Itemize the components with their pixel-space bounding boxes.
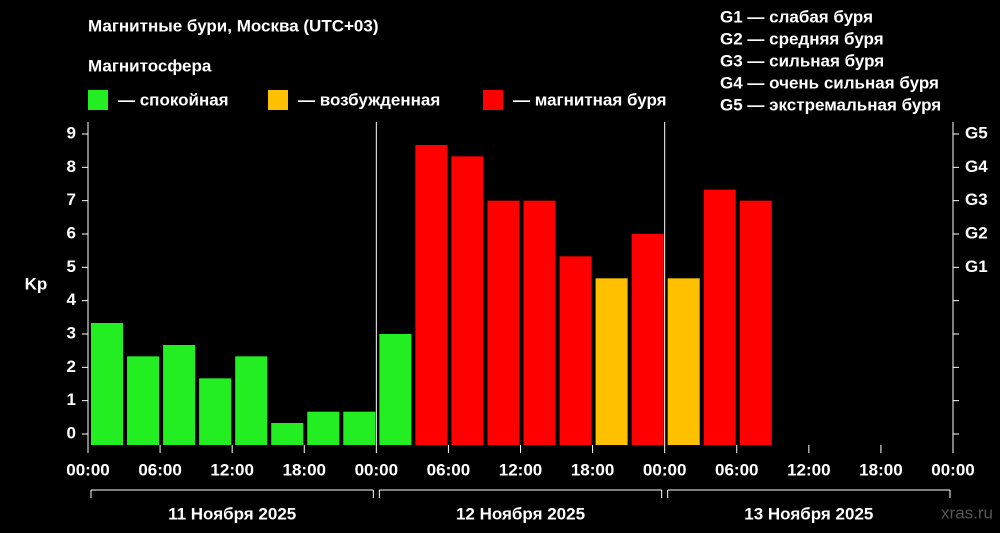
x-tick-label: 12:00 xyxy=(210,460,253,479)
legend-label: — спокойная xyxy=(118,90,229,109)
day-label: 12 Ноября 2025 xyxy=(456,504,585,523)
x-tick-label: 06:00 xyxy=(427,460,470,479)
y-tick-label: 3 xyxy=(67,323,76,342)
bar xyxy=(415,145,448,445)
x-tick-label: 18:00 xyxy=(859,460,902,479)
legend-label: — возбужденная xyxy=(298,90,440,109)
bar xyxy=(595,278,628,445)
bar xyxy=(163,345,196,445)
day-label: 11 Ноября 2025 xyxy=(168,504,296,523)
x-tick-label: 00:00 xyxy=(355,460,398,479)
y2-tick-label: G2 xyxy=(965,223,988,242)
bar xyxy=(91,323,124,445)
x-tick-label: 18:00 xyxy=(571,460,614,479)
bar xyxy=(199,378,232,445)
y-tick-label: 9 xyxy=(67,123,76,142)
y-tick-label: 5 xyxy=(67,257,76,276)
bar xyxy=(235,356,268,445)
bar xyxy=(379,334,412,445)
legend-swatch xyxy=(483,90,503,110)
y2-tick-label: G1 xyxy=(965,257,988,276)
bar xyxy=(127,356,160,445)
chart-title: Магнитные бури, Москва (UTC+03) xyxy=(88,16,379,35)
storm-scale-entry: G3 — сильная буря xyxy=(720,51,884,70)
bar xyxy=(667,278,700,445)
legend-swatch xyxy=(88,90,108,110)
y2-tick-label: G5 xyxy=(965,123,988,142)
y-tick-label: 8 xyxy=(67,157,76,176)
y-tick-label: 7 xyxy=(67,190,76,209)
storm-scale-entry: G1 — слабая буря xyxy=(720,7,873,26)
bar xyxy=(343,411,376,445)
x-tick-label: 06:00 xyxy=(715,460,758,479)
y2-tick-label: G4 xyxy=(965,157,988,176)
bar xyxy=(487,200,520,445)
x-tick-label: 12:00 xyxy=(499,460,542,479)
x-tick-label: 06:00 xyxy=(138,460,181,479)
legend-label: — магнитная буря xyxy=(513,90,667,109)
day-bracket xyxy=(667,489,951,498)
storm-scale-entry: G2 — средняя буря xyxy=(720,29,884,48)
bar xyxy=(703,189,736,445)
watermark: xras.ru xyxy=(941,503,993,522)
x-tick-label: 12:00 xyxy=(787,460,830,479)
day-bracket xyxy=(378,489,663,498)
y-tick-label: 2 xyxy=(67,357,76,376)
y-axis-label: Kp xyxy=(25,274,48,293)
bar xyxy=(523,200,556,445)
y-tick-label: 6 xyxy=(67,223,76,242)
bar xyxy=(271,423,304,445)
x-tick-label: 18:00 xyxy=(283,460,326,479)
x-tick-label: 00:00 xyxy=(643,460,686,479)
day-bracket xyxy=(90,489,374,498)
y-tick-label: 0 xyxy=(67,423,76,442)
bar xyxy=(451,156,484,446)
x-tick-label: 00:00 xyxy=(66,460,109,479)
bar xyxy=(307,411,340,445)
x-tick-label: 00:00 xyxy=(931,460,974,479)
legend-title: Магнитосфера xyxy=(88,56,212,75)
bar xyxy=(631,234,664,445)
y-tick-label: 1 xyxy=(67,390,76,409)
storm-scale-entry: G5 — экстремальная буря xyxy=(720,95,941,114)
legend-swatch xyxy=(268,90,288,110)
bar xyxy=(559,256,592,445)
y2-tick-label: G3 xyxy=(965,190,988,209)
day-label: 13 Ноября 2025 xyxy=(744,504,873,523)
y-tick-label: 4 xyxy=(67,290,77,309)
storm-scale-entry: G4 — очень сильная буря xyxy=(720,73,939,92)
bar xyxy=(739,200,772,445)
